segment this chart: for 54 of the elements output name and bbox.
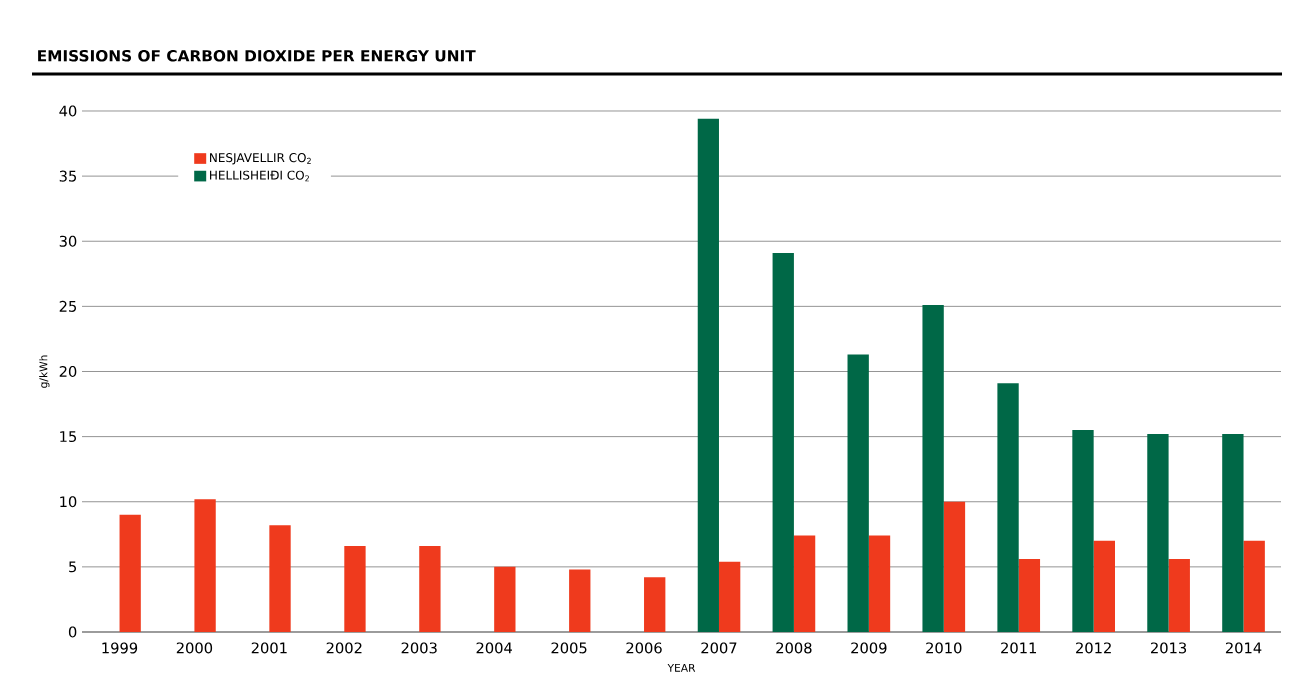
x-tick-label: 2000 <box>176 642 213 654</box>
bar <box>793 535 816 632</box>
x-tick-label: 2002 <box>326 642 362 654</box>
x-tick-label: 2013 <box>1151 642 1187 654</box>
chart-title: EMISSIONS OF CARBON DIOXIDE PER ENERGY UNIT <box>38 49 476 62</box>
bar <box>997 383 1019 632</box>
bar <box>772 252 794 632</box>
bar <box>644 577 666 632</box>
x-tick-label: 2001 <box>251 642 287 654</box>
y-tick-label: 30 <box>59 235 77 247</box>
x-tick-label: 2009 <box>851 642 887 654</box>
x-axis-title: YEAR <box>667 663 696 672</box>
bar <box>1168 559 1190 632</box>
x-tick-label: 2004 <box>476 642 512 654</box>
bar <box>1147 434 1169 632</box>
y-tick-label: 40 <box>59 105 77 117</box>
x-tick-label: 2012 <box>1076 642 1111 654</box>
x-tick-label: 2008 <box>776 642 812 654</box>
bar <box>697 118 719 632</box>
bar <box>344 546 366 632</box>
bar <box>569 569 591 632</box>
bar <box>1018 559 1041 632</box>
bar <box>943 501 966 632</box>
bar <box>269 525 291 632</box>
y-tick-label: 35 <box>59 170 77 182</box>
y-tick-label: 25 <box>59 300 77 312</box>
bar <box>1072 430 1094 632</box>
bar <box>419 546 441 632</box>
bar <box>119 514 141 632</box>
bar <box>1093 540 1115 632</box>
bar <box>868 535 891 632</box>
y-tick-label: 20 <box>59 365 77 378</box>
bar <box>494 566 516 632</box>
x-tick-label: 2005 <box>551 642 587 654</box>
legend-label: NESJAVELLIR CO$_{2}$ <box>210 153 311 165</box>
y-tick-label: 15 <box>60 431 77 443</box>
bar <box>847 354 869 632</box>
x-tick-label: 2010 <box>926 642 962 654</box>
bar <box>718 561 741 632</box>
x-tick-label: 2006 <box>626 642 662 654</box>
bar <box>922 305 944 632</box>
x-tick-label: 2014 <box>1225 642 1262 654</box>
y-axis-title: g/kWh <box>39 355 50 388</box>
bar <box>1243 540 1265 632</box>
y-tick-label: 0 <box>68 626 77 638</box>
x-tick-label: 2011 <box>1001 642 1037 654</box>
x-tick-label: 1999 <box>102 642 138 654</box>
x-tick-label: 2003 <box>401 642 437 654</box>
y-tick-label: 5 <box>69 561 77 573</box>
x-tick-label: 2007 <box>701 642 737 654</box>
legend-label: HELLISHEIÐI CO$_{2}$ <box>210 170 309 182</box>
bar <box>194 499 216 632</box>
bar <box>1222 434 1244 632</box>
y-tick-label: 10 <box>60 496 77 508</box>
